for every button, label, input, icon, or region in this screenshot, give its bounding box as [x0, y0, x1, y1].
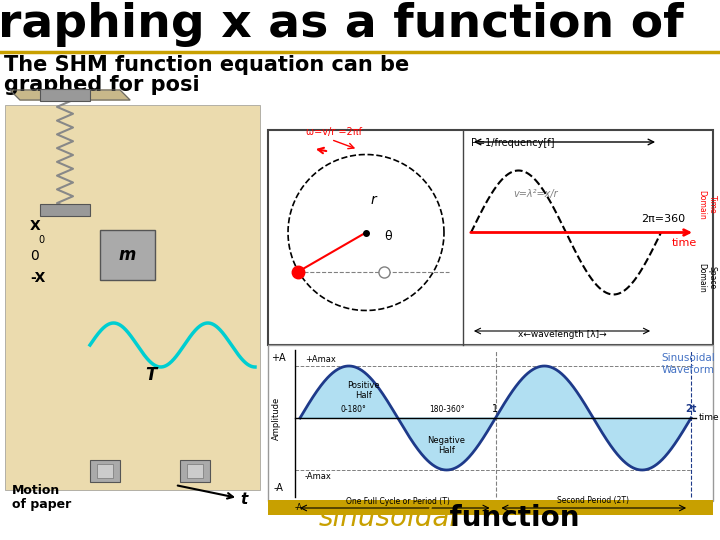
Text: 1: 1	[492, 404, 498, 414]
Bar	[268, 500, 713, 515]
Text: x←wavelength [λ]→: x←wavelength [λ]→	[518, 330, 607, 339]
Text: 0-180°: 0-180°	[341, 405, 366, 414]
Bar	[268, 345, 713, 501]
Text: -Amax: -Amax	[305, 472, 332, 481]
Text: -A: -A	[295, 503, 303, 512]
Text: Second Period (2T): Second Period (2T)	[557, 496, 629, 505]
Text: +Amax: +Amax	[305, 355, 336, 364]
Text: 0: 0	[38, 235, 44, 245]
Bar	[180, 460, 210, 482]
Bar	[100, 230, 155, 280]
Text: 0: 0	[30, 249, 39, 263]
Text: 2π=360: 2π=360	[641, 214, 685, 225]
Text: time: time	[699, 414, 719, 422]
Text: θ: θ	[384, 231, 392, 244]
Text: Amplitude: Amplitude	[271, 396, 281, 440]
Text: function: function	[440, 504, 580, 532]
Bar	[40, 204, 90, 216]
Bar	[97, 464, 113, 478]
Text: Negative
Half: Negative Half	[428, 436, 466, 455]
Text: 2t: 2t	[685, 404, 697, 414]
Bar	[90, 460, 120, 482]
Text: time: time	[672, 239, 697, 248]
Text: t: t	[240, 492, 247, 507]
Text: Time
Domain: Time Domain	[697, 190, 716, 219]
Bar	[268, 130, 713, 345]
Bar	[187, 464, 203, 478]
Text: Space
Domain: Space Domain	[697, 262, 716, 292]
Text: Positive
Half: Positive Half	[347, 381, 380, 400]
Bar	[40, 89, 90, 101]
Text: The SHM function equation can be: The SHM function equation can be	[4, 55, 409, 75]
Text: X: X	[30, 219, 41, 233]
Text: r: r	[371, 193, 377, 207]
Text: v=λ²=x/r: v=λ²=x/r	[513, 190, 557, 199]
Text: ω=v/r =2πf: ω=v/r =2πf	[306, 126, 362, 137]
Text: 180-360°: 180-360°	[429, 405, 464, 414]
Text: One Full Cycle or Period (T): One Full Cycle or Period (T)	[346, 496, 450, 505]
Text: graphed for posi: graphed for posi	[4, 75, 199, 95]
Text: raphing x as a function of: raphing x as a function of	[0, 2, 683, 47]
Text: Motion: Motion	[12, 484, 60, 497]
Text: m: m	[118, 246, 135, 264]
Text: Sinusoidal
Waveform: Sinusoidal Waveform	[661, 353, 715, 375]
Text: -X: -X	[30, 271, 45, 285]
Text: +A: +A	[271, 353, 285, 363]
Text: -A: -A	[273, 483, 283, 493]
Text: P=1/frequency[f]: P=1/frequency[f]	[471, 138, 554, 148]
Bar	[5, 105, 260, 490]
Polygon shape	[10, 90, 130, 100]
Text: of paper: of paper	[12, 498, 71, 511]
Text: sinusoidal: sinusoidal	[318, 504, 458, 532]
Text: T: T	[145, 366, 156, 384]
